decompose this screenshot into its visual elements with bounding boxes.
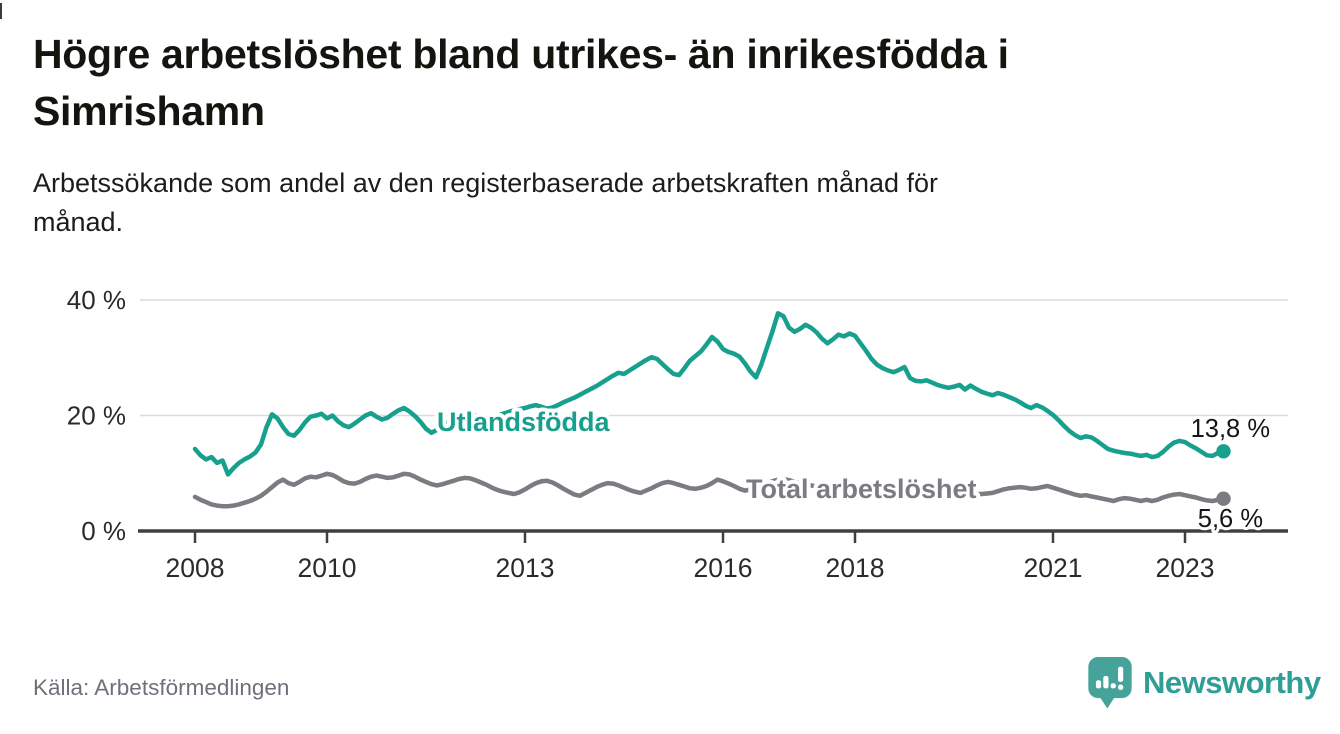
series-end-dot [1216, 491, 1231, 506]
series-line-utlandsfodda [192, 311, 1226, 477]
end-value-label-total: 5,6 % [1198, 505, 1263, 533]
x-axis-tick-label: 2016 [694, 553, 753, 583]
y-axis-tick-label: 40 % [67, 285, 126, 315]
end-value-label-utlandsfodda: 13,8 % [1191, 415, 1270, 443]
left-edge-artifact-line [0, 3, 2, 19]
chart-subtitle-line-1: Arbetssökande som andel av den registerb… [33, 168, 939, 198]
newsworthy-logo-icon [1088, 657, 1132, 709]
chart-subtitle-line-2: månad. [33, 207, 124, 237]
page-title-line-2: Simrishamn [33, 88, 265, 134]
x-axis-tick-label: 2018 [826, 553, 885, 583]
chart-subtitle: Arbetssökande som andel av den registerb… [33, 164, 1273, 242]
page-title: Högre arbetslöshet bland utrikes- än inr… [33, 26, 1313, 140]
series-line-total [192, 471, 1226, 509]
source-note: Källa: Arbetsförmedlingen [33, 675, 290, 700]
x-axis-tick-label: 2008 [166, 553, 225, 583]
page-title-line-1: Högre arbetslöshet bland utrikes- än inr… [33, 31, 1009, 77]
x-axis-tick-label: 2021 [1024, 553, 1083, 583]
x-axis-tick-label: 2023 [1156, 553, 1215, 583]
newsworthy-logo: Newsworthy [1088, 657, 1321, 709]
newsworthy-logo-text: Newsworthy [1143, 665, 1321, 700]
x-axis-tick-label: 2010 [298, 553, 357, 583]
y-axis-tick-label: 20 % [67, 401, 126, 431]
series-label-total-arbetsloshet: Total arbetslöshet [746, 474, 977, 504]
series-end-dot [1216, 444, 1231, 459]
series-label-utlandsfodda: Utlandsfödda [437, 407, 610, 437]
y-axis-tick-label: 0 % [81, 516, 126, 546]
x-axis-tick-label: 2013 [496, 553, 555, 583]
